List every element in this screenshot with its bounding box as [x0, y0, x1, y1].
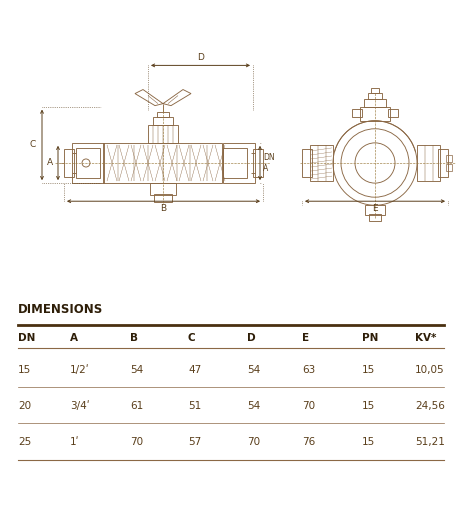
Text: E: E — [302, 333, 309, 343]
Text: 20: 20 — [18, 401, 31, 411]
Text: D: D — [197, 53, 204, 63]
Bar — [365, 205, 385, 215]
Text: KV*: KV* — [415, 333, 437, 343]
Bar — [446, 164, 452, 171]
Text: DN: DN — [18, 333, 36, 343]
Bar — [438, 149, 448, 177]
Bar — [352, 109, 362, 117]
Bar — [223, 148, 247, 178]
Bar — [150, 183, 176, 195]
Text: DN: DN — [263, 154, 274, 163]
Text: A: A — [263, 164, 268, 172]
Bar — [360, 107, 390, 121]
Bar — [148, 125, 178, 143]
Text: B: B — [160, 204, 167, 213]
Bar — [368, 93, 382, 98]
Text: 54: 54 — [247, 401, 260, 411]
Text: 54: 54 — [247, 365, 260, 375]
Text: 1/2ʹ: 1/2ʹ — [70, 365, 90, 375]
Bar — [446, 155, 452, 162]
Text: C: C — [188, 333, 195, 343]
Bar — [417, 145, 440, 181]
Text: D: D — [247, 333, 255, 343]
Text: 57: 57 — [188, 437, 201, 447]
Text: 15: 15 — [362, 437, 375, 447]
Text: 47: 47 — [188, 365, 201, 375]
Text: 70: 70 — [247, 437, 260, 447]
Text: 3/4ʹ: 3/4ʹ — [70, 401, 90, 411]
Text: 70: 70 — [302, 401, 315, 411]
Text: 15: 15 — [18, 365, 31, 375]
Text: 1ʹ: 1ʹ — [70, 437, 79, 447]
Text: 51: 51 — [188, 401, 201, 411]
Text: 61: 61 — [130, 401, 143, 411]
Text: PN: PN — [362, 333, 378, 343]
Text: B: B — [130, 333, 138, 343]
Text: DIMENSIONS: DIMENSIONS — [18, 303, 103, 316]
Bar — [223, 143, 255, 183]
Text: 15: 15 — [362, 401, 375, 411]
Bar — [310, 145, 333, 181]
Text: A: A — [47, 158, 53, 167]
Bar — [302, 149, 312, 177]
Text: 54: 54 — [130, 365, 143, 375]
Text: 76: 76 — [302, 437, 315, 447]
Text: 10,05: 10,05 — [415, 365, 444, 375]
Bar — [388, 109, 398, 117]
Text: A: A — [70, 333, 78, 343]
Bar — [369, 214, 381, 221]
Text: 25: 25 — [18, 437, 31, 447]
Bar — [64, 149, 74, 177]
Bar — [76, 148, 100, 178]
Bar — [154, 194, 172, 202]
Text: 51,21: 51,21 — [415, 437, 445, 447]
Text: 24,56: 24,56 — [415, 401, 445, 411]
Text: E: E — [372, 204, 378, 213]
Text: C: C — [30, 140, 36, 150]
Bar — [103, 143, 222, 183]
Bar — [153, 117, 173, 125]
Bar — [72, 143, 104, 183]
Text: 63: 63 — [302, 365, 315, 375]
Text: 15: 15 — [362, 365, 375, 375]
Bar — [364, 98, 386, 107]
Text: 70: 70 — [130, 437, 143, 447]
Bar — [157, 111, 169, 117]
Bar — [253, 149, 263, 177]
Bar — [371, 88, 379, 93]
